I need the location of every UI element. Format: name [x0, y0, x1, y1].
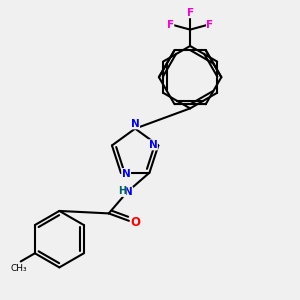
Text: F: F — [187, 8, 194, 18]
Text: N: N — [122, 169, 130, 178]
Text: O: O — [130, 216, 140, 229]
Text: F: F — [187, 8, 194, 18]
Text: CH₃: CH₃ — [11, 264, 28, 273]
Text: O: O — [130, 216, 140, 229]
Text: H: H — [118, 186, 126, 197]
Text: H: H — [118, 186, 125, 197]
Text: N: N — [124, 187, 133, 197]
Text: N: N — [131, 119, 140, 129]
Text: N: N — [148, 140, 157, 150]
Text: F: F — [206, 20, 214, 30]
Text: N: N — [122, 169, 130, 178]
Text: N: N — [124, 187, 133, 197]
Text: F: F — [206, 20, 214, 30]
Text: F: F — [167, 20, 174, 30]
Text: N: N — [148, 140, 157, 150]
Text: F: F — [167, 20, 174, 30]
Text: N: N — [131, 119, 140, 129]
